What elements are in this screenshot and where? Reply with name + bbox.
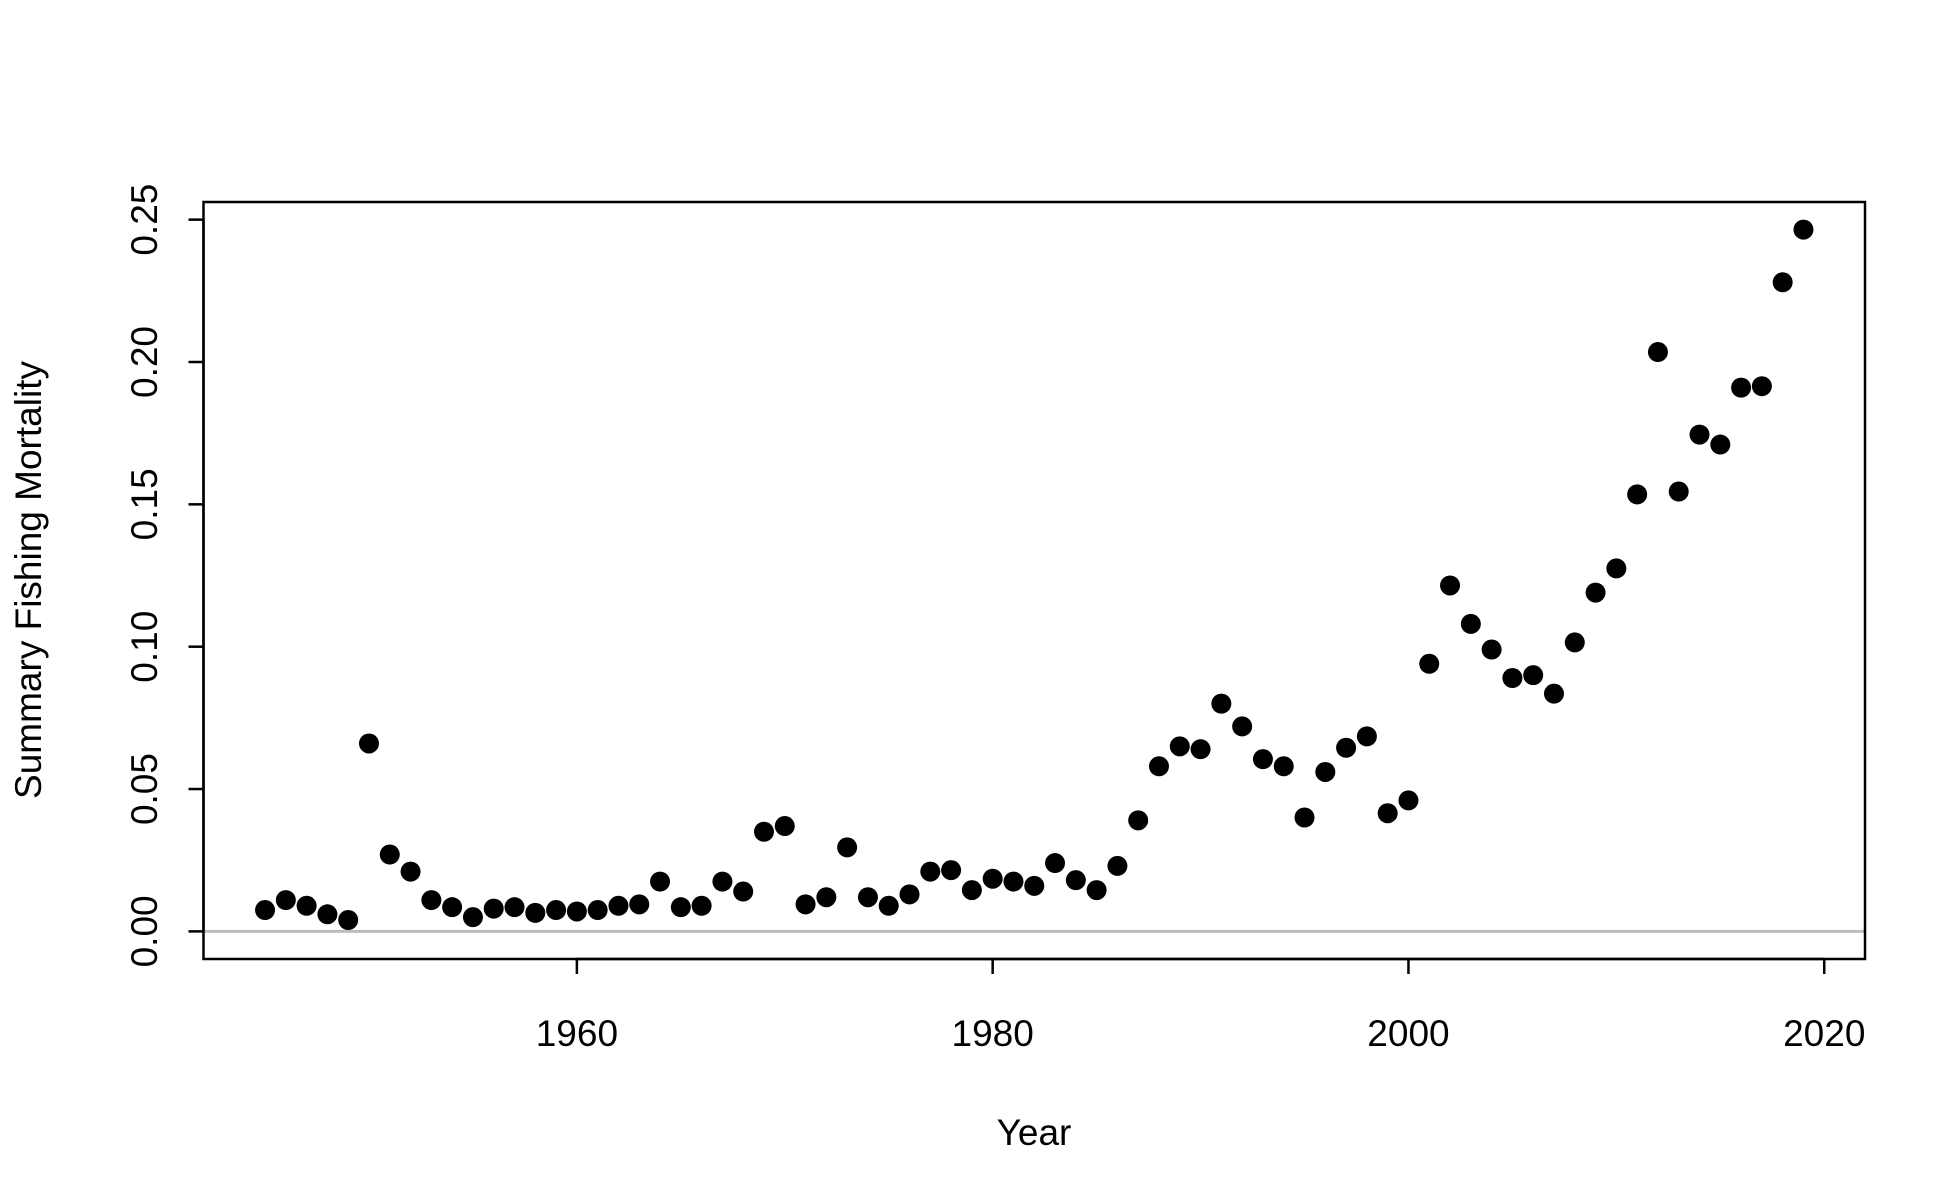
point <box>421 890 442 911</box>
point <box>379 844 400 865</box>
point <box>712 871 733 892</box>
point <box>1086 880 1107 901</box>
point <box>1793 219 1814 240</box>
y-axis-title: Summary Fishing Mortality <box>8 361 49 799</box>
point <box>1356 726 1377 747</box>
y-tick-label: 0.05 <box>124 753 165 825</box>
point <box>1668 481 1689 502</box>
point <box>1273 756 1294 777</box>
point <box>1252 749 1273 770</box>
point <box>1564 632 1585 653</box>
point <box>1606 558 1627 579</box>
point <box>1460 613 1481 634</box>
point <box>629 894 650 915</box>
point <box>1627 484 1648 505</box>
point <box>1169 736 1190 757</box>
point <box>670 897 691 918</box>
point <box>1440 575 1461 596</box>
point <box>1190 739 1211 760</box>
y-tick-label: 0.25 <box>124 184 165 256</box>
point <box>1003 871 1024 892</box>
x-tick-label: 1980 <box>952 1013 1034 1054</box>
point <box>1211 693 1232 714</box>
point <box>483 898 504 919</box>
point <box>1065 870 1086 891</box>
point <box>1689 424 1710 445</box>
point <box>1772 272 1793 293</box>
point <box>1751 376 1772 397</box>
point <box>878 895 899 916</box>
point <box>1502 668 1523 689</box>
point <box>1543 683 1564 704</box>
point <box>1024 875 1045 896</box>
point <box>1377 803 1398 824</box>
point <box>1336 737 1357 758</box>
x-axis-title: Year <box>997 1112 1072 1153</box>
point <box>691 895 712 916</box>
point <box>1128 810 1149 831</box>
point <box>941 860 962 881</box>
plot-frame <box>202 200 1867 961</box>
x-tick-label: 1960 <box>536 1013 618 1054</box>
point <box>400 861 421 882</box>
point <box>1148 756 1169 777</box>
point <box>1481 639 1502 660</box>
point <box>1107 855 1128 876</box>
point <box>317 904 338 925</box>
point <box>338 909 359 930</box>
point <box>1232 716 1253 737</box>
point <box>275 890 296 911</box>
point <box>1585 582 1606 603</box>
point <box>462 907 483 928</box>
y-tick-label: 0.00 <box>124 895 165 967</box>
point <box>650 871 671 892</box>
y-tick-label: 0.15 <box>124 468 165 540</box>
y-tick-label: 0.10 <box>124 611 165 683</box>
point <box>1045 853 1066 874</box>
point <box>1710 434 1731 455</box>
point <box>774 816 795 837</box>
point <box>296 895 317 916</box>
point <box>525 902 546 923</box>
point <box>504 897 525 918</box>
point <box>857 887 878 908</box>
point <box>255 900 276 921</box>
x-tick-label: 2020 <box>1783 1013 1865 1054</box>
point <box>1523 665 1544 686</box>
point <box>1731 377 1752 398</box>
point <box>982 868 1003 889</box>
point <box>753 821 774 842</box>
point <box>546 900 567 921</box>
point <box>358 733 379 754</box>
point <box>566 901 587 922</box>
point <box>1294 807 1315 828</box>
x-tick-label: 2000 <box>1367 1013 1449 1054</box>
point <box>920 861 941 882</box>
point <box>442 897 463 918</box>
point <box>795 894 816 915</box>
point <box>1419 653 1440 674</box>
point <box>1398 790 1419 811</box>
point <box>816 887 837 908</box>
point <box>608 895 629 916</box>
point <box>587 900 608 921</box>
point <box>899 884 920 905</box>
point <box>837 837 858 858</box>
point <box>733 881 754 902</box>
point <box>1647 342 1668 363</box>
point <box>1315 761 1336 782</box>
point <box>961 880 982 901</box>
y-tick-label: 0.20 <box>124 326 165 398</box>
